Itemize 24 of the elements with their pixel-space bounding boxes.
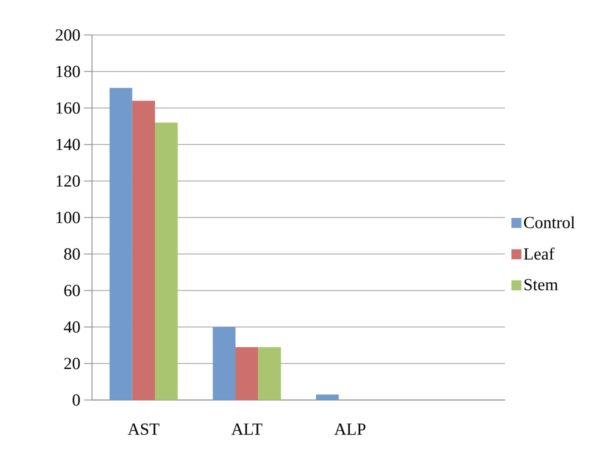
y-tick-label: 180 xyxy=(56,66,80,78)
bar xyxy=(258,347,281,400)
bar xyxy=(132,100,155,400)
y-tick-label: 40 xyxy=(64,321,80,333)
bar xyxy=(236,347,258,400)
y-tick-label: 100 xyxy=(56,212,80,224)
bar xyxy=(154,122,178,400)
y-tick-label: 160 xyxy=(56,102,80,114)
legend-label: Stem xyxy=(524,278,558,290)
legend-label: Leaf xyxy=(524,248,554,260)
legend-label: Control xyxy=(524,216,575,228)
y-tick-label: 200 xyxy=(56,29,80,41)
x-tick-label: ALP xyxy=(334,424,366,435)
bar xyxy=(316,394,339,400)
x-tick-label: ALT xyxy=(231,424,262,435)
y-tick-label: 140 xyxy=(56,138,80,150)
bar xyxy=(110,88,132,400)
y-tick-label: 120 xyxy=(56,175,80,187)
bar xyxy=(212,327,236,400)
y-tick-label: 20 xyxy=(64,358,80,370)
y-tick-label: 60 xyxy=(64,284,80,296)
y-tick-label: 80 xyxy=(64,248,80,260)
x-tick-label: AST xyxy=(128,424,160,435)
y-tick-label: 0 xyxy=(72,394,80,406)
